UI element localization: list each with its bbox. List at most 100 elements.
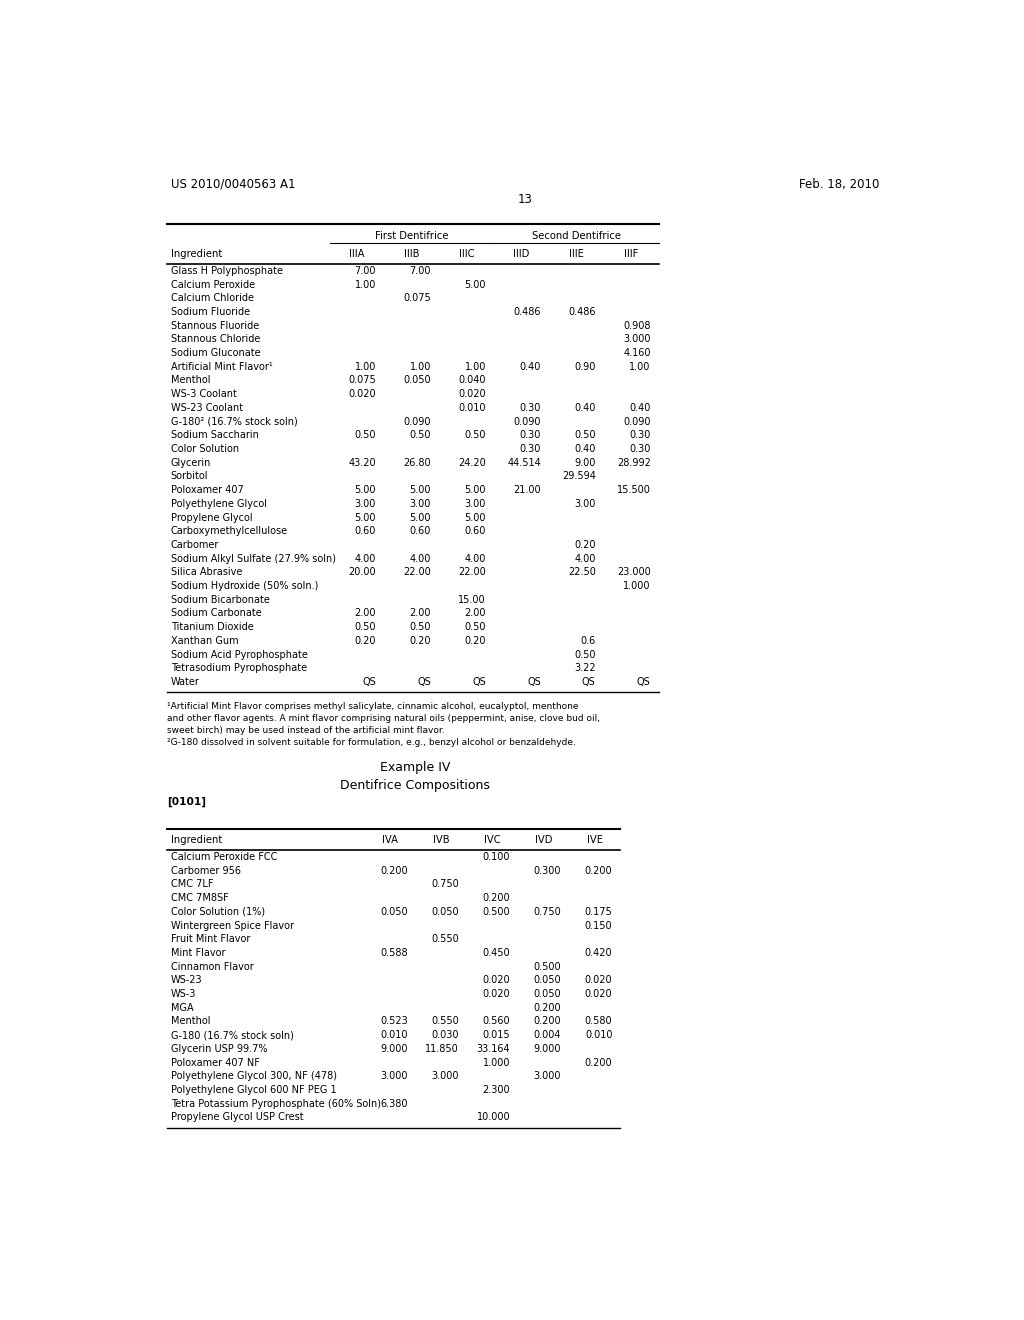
Text: 1.00: 1.00 [465, 362, 486, 372]
Text: 3.22: 3.22 [574, 663, 596, 673]
Text: 0.020: 0.020 [459, 389, 486, 399]
Text: Polyethylene Glycol: Polyethylene Glycol [171, 499, 266, 508]
Text: 0.020: 0.020 [585, 989, 612, 999]
Text: Ingredient: Ingredient [171, 836, 222, 845]
Text: 0.020: 0.020 [585, 975, 612, 985]
Text: 44.514: 44.514 [507, 458, 541, 467]
Text: 0.015: 0.015 [482, 1030, 510, 1040]
Text: WS-3: WS-3 [171, 989, 196, 999]
Text: 0.50: 0.50 [465, 622, 486, 632]
Text: 3.00: 3.00 [410, 499, 431, 508]
Text: 20.00: 20.00 [348, 568, 376, 577]
Text: 0.50: 0.50 [574, 430, 596, 441]
Text: 0.750: 0.750 [534, 907, 561, 917]
Text: 22.00: 22.00 [403, 568, 431, 577]
Text: 5.00: 5.00 [354, 486, 376, 495]
Text: 0.200: 0.200 [534, 1016, 561, 1027]
Text: 22.50: 22.50 [568, 568, 596, 577]
Text: Sodium Carbonate: Sodium Carbonate [171, 609, 261, 619]
Text: 0.30: 0.30 [630, 430, 650, 441]
Text: Fruit Mint Flavor: Fruit Mint Flavor [171, 935, 250, 944]
Text: 3.00: 3.00 [574, 499, 596, 508]
Text: 0.450: 0.450 [482, 948, 510, 958]
Text: 0.090: 0.090 [513, 417, 541, 426]
Text: 0.050: 0.050 [403, 375, 431, 385]
Text: IIIF: IIIF [625, 249, 639, 259]
Text: 0.60: 0.60 [465, 527, 486, 536]
Text: WS-3 Coolant: WS-3 Coolant [171, 389, 237, 399]
Text: Carbomer: Carbomer [171, 540, 219, 550]
Text: Feb. 18, 2010: Feb. 18, 2010 [800, 178, 880, 190]
Text: Dentifrice Compositions: Dentifrice Compositions [340, 779, 489, 792]
Text: 5.00: 5.00 [465, 486, 486, 495]
Text: 2.00: 2.00 [465, 609, 486, 619]
Text: IVA: IVA [382, 836, 398, 845]
Text: Stannous Fluoride: Stannous Fluoride [171, 321, 259, 330]
Text: 3.000: 3.000 [624, 334, 650, 345]
Text: 4.160: 4.160 [624, 348, 650, 358]
Text: 43.20: 43.20 [348, 458, 376, 467]
Text: 5.00: 5.00 [465, 280, 486, 289]
Text: Carbomer 956: Carbomer 956 [171, 866, 241, 875]
Text: 0.004: 0.004 [534, 1030, 561, 1040]
Text: G-180² (16.7% stock soln): G-180² (16.7% stock soln) [171, 417, 297, 426]
Text: IIID: IIID [513, 249, 529, 259]
Text: 0.050: 0.050 [431, 907, 459, 917]
Text: 24.20: 24.20 [458, 458, 486, 467]
Text: 0.50: 0.50 [354, 430, 376, 441]
Text: 0.300: 0.300 [534, 866, 561, 875]
Text: Wintergreen Spice Flavor: Wintergreen Spice Flavor [171, 920, 294, 931]
Text: Menthol: Menthol [171, 1016, 210, 1027]
Text: IVE: IVE [587, 836, 602, 845]
Text: 0.090: 0.090 [403, 417, 431, 426]
Text: Calcium Peroxide: Calcium Peroxide [171, 280, 255, 289]
Text: Example IV: Example IV [380, 762, 450, 774]
Text: 4.00: 4.00 [574, 553, 596, 564]
Text: 0.30: 0.30 [519, 444, 541, 454]
Text: 0.020: 0.020 [348, 389, 376, 399]
Text: 0.588: 0.588 [380, 948, 408, 958]
Text: Sodium Fluoride: Sodium Fluoride [171, 308, 250, 317]
Text: 0.523: 0.523 [380, 1016, 408, 1027]
Text: [0101]: [0101] [167, 796, 206, 807]
Text: 0.40: 0.40 [574, 444, 596, 454]
Text: CMC 7LF: CMC 7LF [171, 879, 213, 890]
Text: Glycerin USP 99.7%: Glycerin USP 99.7% [171, 1044, 267, 1053]
Text: 6.380: 6.380 [380, 1098, 408, 1109]
Text: 0.50: 0.50 [354, 622, 376, 632]
Text: Tetrasodium Pyrophosphate: Tetrasodium Pyrophosphate [171, 663, 307, 673]
Text: 0.550: 0.550 [431, 935, 459, 944]
Text: US 2010/0040563 A1: US 2010/0040563 A1 [171, 178, 295, 190]
Text: IIIB: IIIB [404, 249, 420, 259]
Text: 0.486: 0.486 [513, 308, 541, 317]
Text: Stannous Chloride: Stannous Chloride [171, 334, 260, 345]
Text: 0.20: 0.20 [574, 540, 596, 550]
Text: 29.594: 29.594 [562, 471, 596, 482]
Text: 5.00: 5.00 [354, 512, 376, 523]
Text: 21.00: 21.00 [513, 486, 541, 495]
Text: Sodium Gluconate: Sodium Gluconate [171, 348, 260, 358]
Text: Carboxymethylcellulose: Carboxymethylcellulose [171, 527, 288, 536]
Text: 0.50: 0.50 [574, 649, 596, 660]
Text: 0.010: 0.010 [380, 1030, 408, 1040]
Text: 0.20: 0.20 [410, 636, 431, 645]
Text: 0.30: 0.30 [519, 403, 541, 413]
Text: Ingredient: Ingredient [171, 249, 222, 259]
Text: 2.00: 2.00 [354, 609, 376, 619]
Text: 0.020: 0.020 [482, 989, 510, 999]
Text: 0.040: 0.040 [459, 375, 486, 385]
Text: 3.000: 3.000 [534, 1072, 561, 1081]
Text: Propylene Glycol: Propylene Glycol [171, 512, 252, 523]
Text: 5.00: 5.00 [410, 512, 431, 523]
Text: 0.40: 0.40 [630, 403, 650, 413]
Text: 0.050: 0.050 [534, 975, 561, 985]
Text: Menthol: Menthol [171, 375, 210, 385]
Text: Tetra Potassium Pyrophosphate (60% Soln): Tetra Potassium Pyrophosphate (60% Soln) [171, 1098, 381, 1109]
Text: 0.560: 0.560 [482, 1016, 510, 1027]
Text: WS-23: WS-23 [171, 975, 203, 985]
Text: Color Solution: Color Solution [171, 444, 239, 454]
Text: IIIE: IIIE [569, 249, 584, 259]
Text: Sorbitol: Sorbitol [171, 471, 208, 482]
Text: Calcium Chloride: Calcium Chloride [171, 293, 254, 304]
Text: 0.010: 0.010 [459, 403, 486, 413]
